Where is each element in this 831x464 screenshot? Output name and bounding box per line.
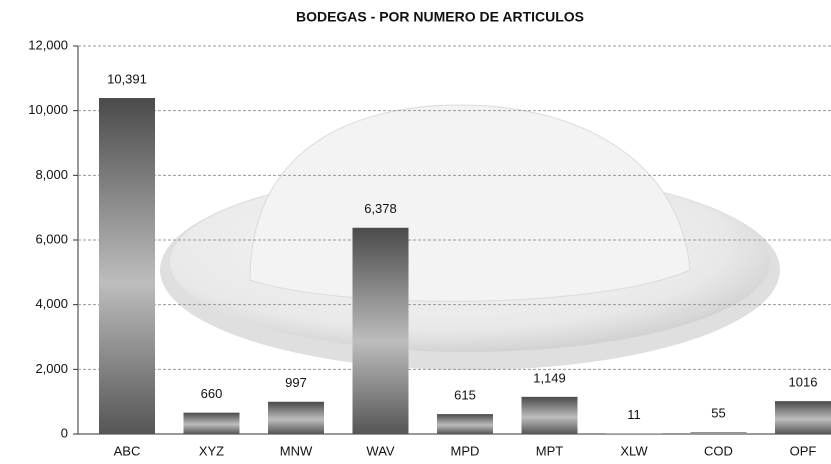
x-tick-label: MPT [536, 443, 564, 458]
bar [775, 401, 831, 434]
y-tick-label: 0 [61, 425, 68, 440]
data-label: 10,391 [107, 71, 147, 86]
bar [268, 401, 324, 434]
data-label: 1016 [789, 375, 818, 390]
data-label: 997 [285, 375, 307, 390]
bar [183, 412, 240, 434]
x-tick-label: XYZ [199, 443, 224, 458]
bar [437, 414, 493, 434]
background-helmet [160, 104, 780, 370]
x-tick-label: COD [704, 443, 733, 458]
x-tick-label: MPD [451, 443, 480, 458]
x-tick-label: WAV [366, 443, 394, 458]
x-tick-label: XLW [620, 443, 648, 458]
data-label: 1,149 [533, 370, 566, 385]
y-tick-label: 6,000 [35, 231, 68, 246]
data-label: 6,378 [364, 201, 397, 216]
x-tick-label: MNW [280, 443, 313, 458]
data-label: 660 [201, 386, 223, 401]
bar [690, 432, 747, 434]
data-label: 615 [454, 388, 476, 403]
chart-title: BODEGAS - POR NUMERO DE ARTICULOS [296, 9, 584, 25]
x-tick-label: OPF [790, 443, 817, 458]
y-tick-label: 10,000 [28, 102, 68, 117]
data-label: 11 [627, 407, 641, 422]
x-tick-label: ABC [114, 443, 141, 458]
y-tick-label: 8,000 [35, 167, 68, 182]
y-tick-label: 2,000 [35, 361, 68, 376]
bar [352, 227, 409, 434]
y-tick-label: 12,000 [28, 37, 68, 52]
bar [99, 98, 155, 435]
y-tick-label: 4,000 [35, 296, 68, 311]
bar [521, 396, 578, 434]
data-label: 55 [711, 406, 725, 421]
